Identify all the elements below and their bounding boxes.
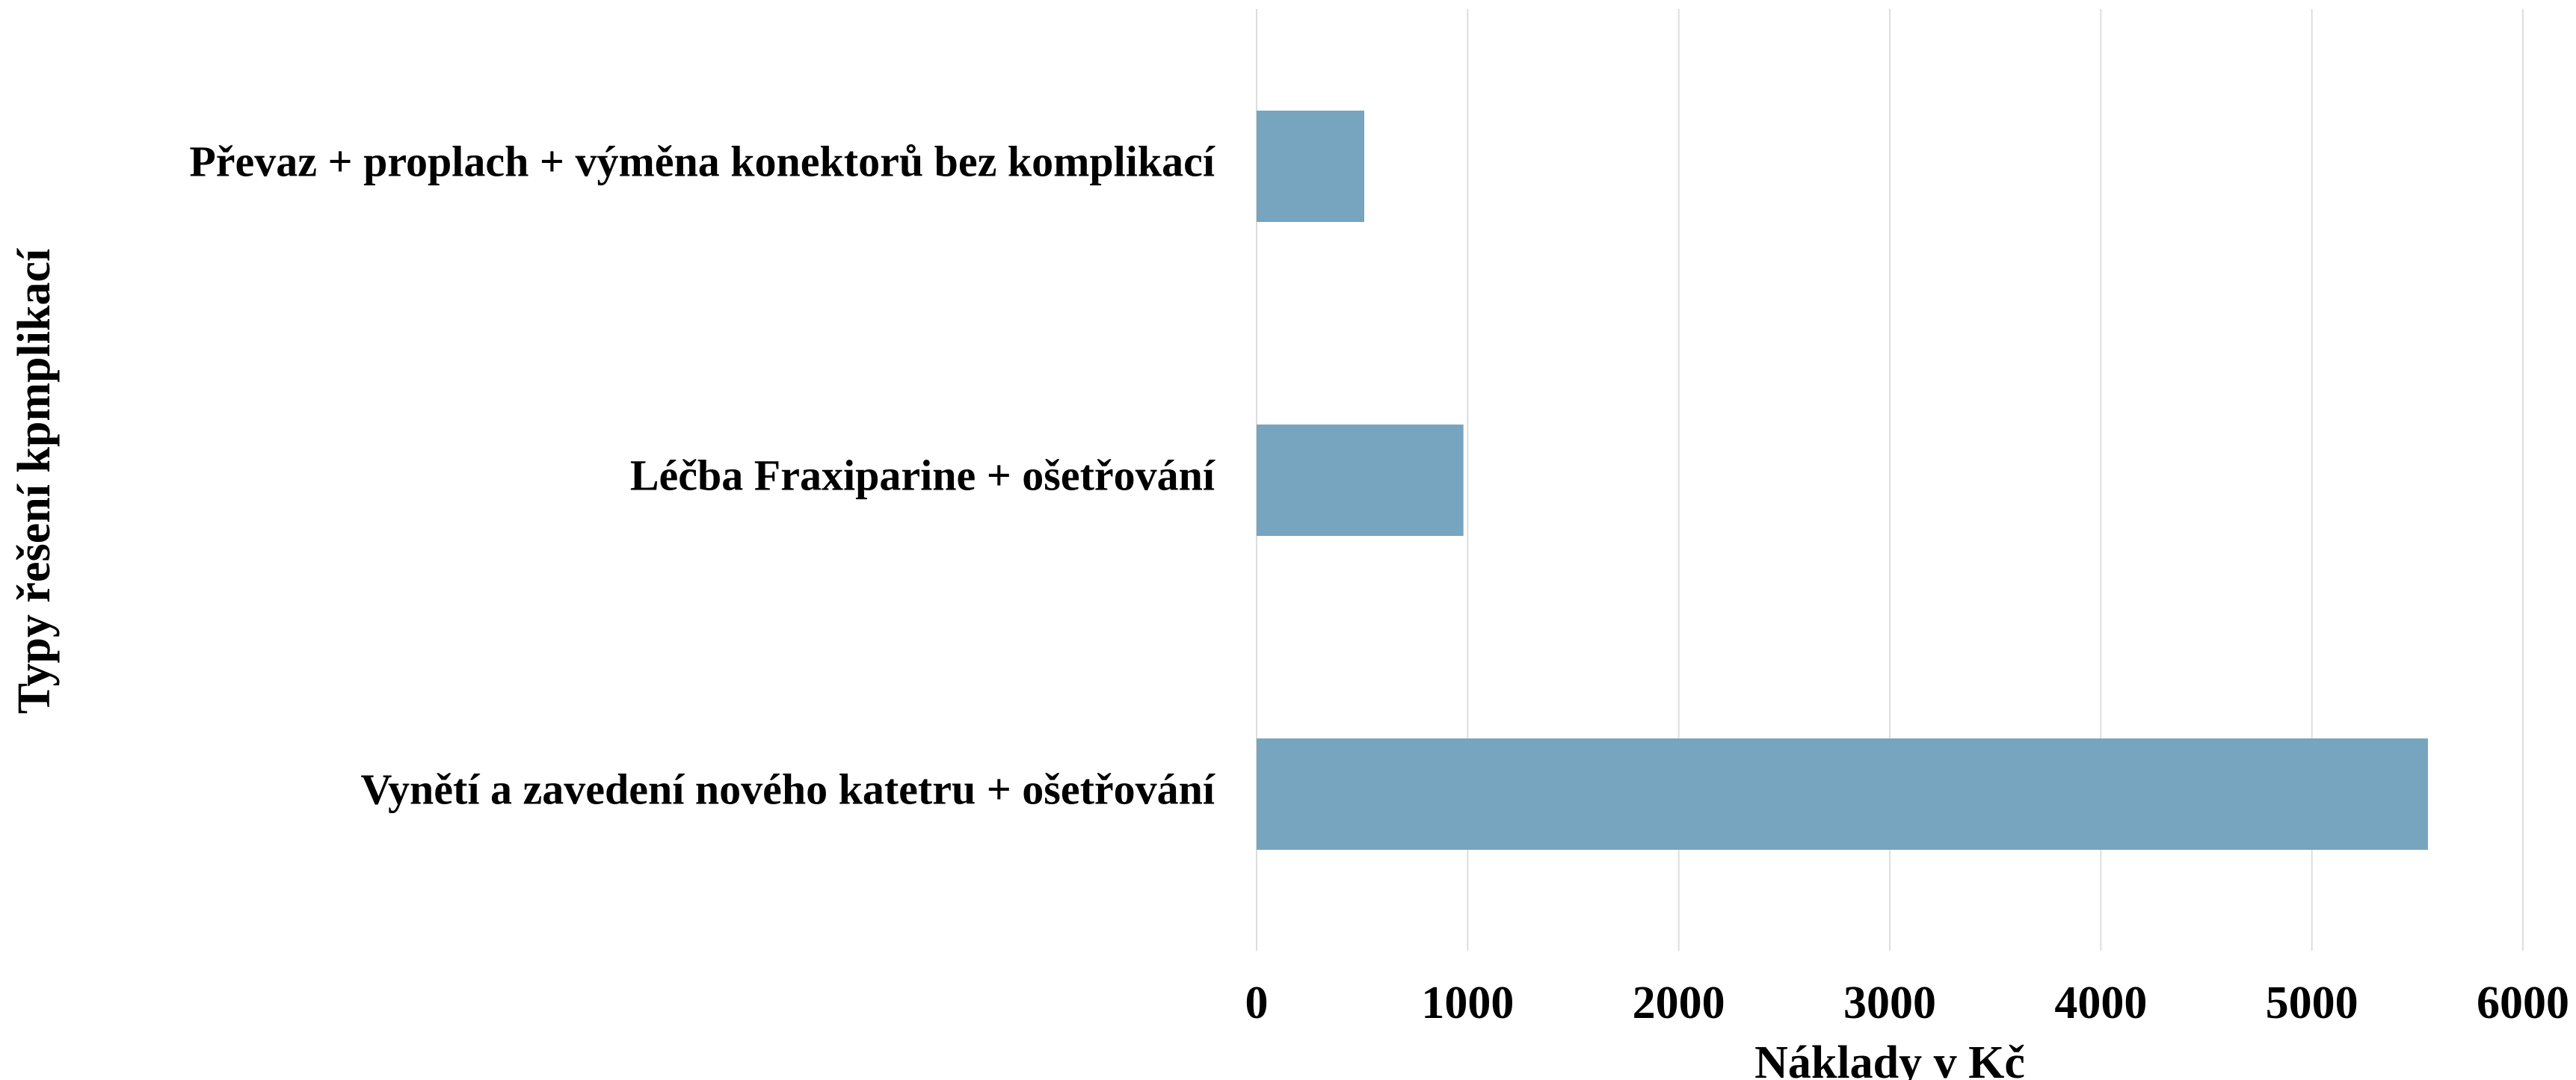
x-tick-label: 6000 xyxy=(2477,978,2569,1028)
y-tick-label: Převaz + proplach + výměna konektorů bez… xyxy=(189,137,1215,185)
y-tick-label: Léčba Fraxiparine + ošetřování xyxy=(630,451,1215,499)
y-axis-label: Typy řešení kpmplikací xyxy=(9,248,60,714)
x-tick-label: 1000 xyxy=(1421,978,1514,1028)
x-tick-label: 4000 xyxy=(2054,978,2147,1028)
x-tick-label: 3000 xyxy=(1843,978,1936,1028)
x-axis-label: Náklady v Kč xyxy=(1754,1037,2025,1080)
bar xyxy=(1257,425,1464,536)
bar xyxy=(1257,111,1364,222)
bar xyxy=(1257,738,2428,850)
x-tick-label: 5000 xyxy=(2266,978,2358,1028)
x-tick-label: 2000 xyxy=(1633,978,1725,1028)
y-tick-label: Vynětí a zavedení nového katetru + ošetř… xyxy=(360,765,1215,813)
x-tick-label: 0 xyxy=(1245,978,1269,1028)
